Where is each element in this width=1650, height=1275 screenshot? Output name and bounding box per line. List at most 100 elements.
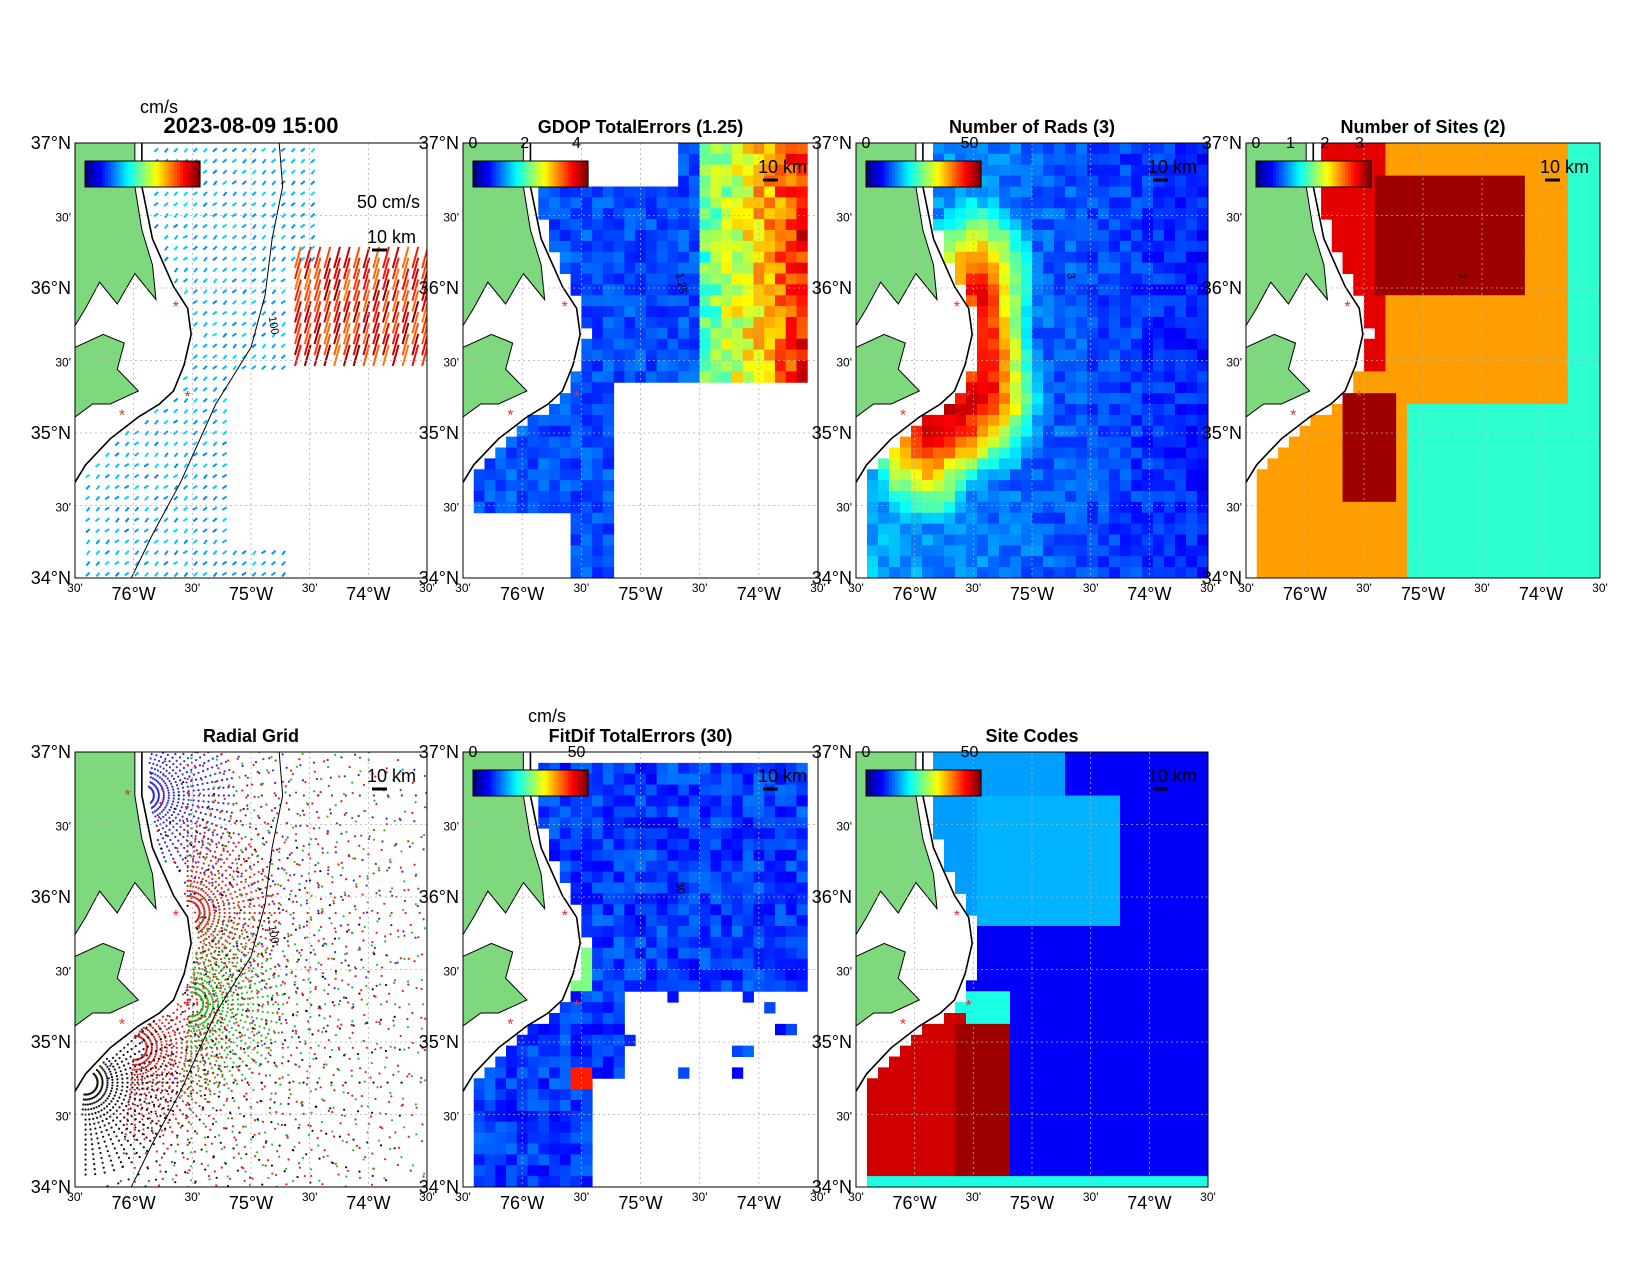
raster-cell bbox=[911, 501, 923, 514]
vector-arrow bbox=[352, 246, 361, 269]
raster-cell bbox=[1065, 143, 1077, 155]
raster-cell bbox=[1449, 512, 1462, 525]
radial-grid-point bbox=[344, 945, 348, 948]
raster-cell bbox=[1065, 512, 1077, 525]
radial-grid-point bbox=[256, 962, 260, 966]
raster-cell bbox=[966, 251, 978, 264]
raster-cell bbox=[1175, 208, 1187, 220]
raster-cell bbox=[1142, 295, 1154, 307]
raster-cell bbox=[1460, 349, 1472, 361]
radial-grid-point bbox=[285, 801, 288, 805]
vector-arrow bbox=[192, 245, 198, 251]
raster-cell bbox=[1021, 251, 1033, 264]
raster-cell bbox=[1131, 251, 1143, 264]
vector-arrow bbox=[202, 278, 208, 284]
raster-cell bbox=[559, 436, 572, 448]
raster-cell bbox=[1589, 349, 1600, 361]
vector-arrow bbox=[342, 300, 351, 323]
raster-cell bbox=[785, 230, 797, 242]
raster-cell bbox=[1589, 534, 1600, 546]
vector-arrow bbox=[231, 212, 237, 218]
radial-grid-point bbox=[172, 800, 175, 803]
raster-cell bbox=[1065, 153, 1077, 166]
radial-grid-point bbox=[238, 935, 241, 938]
raster-cell bbox=[1589, 251, 1600, 264]
raster-cell bbox=[1098, 306, 1110, 318]
raster-cell bbox=[1065, 447, 1077, 459]
radial-grid-point bbox=[176, 787, 180, 790]
radial-grid-point bbox=[258, 919, 261, 922]
raster-cell bbox=[988, 567, 1000, 578]
lat-tick-label: 37°N bbox=[1202, 133, 1242, 153]
vector-arrow bbox=[352, 300, 361, 323]
raster-cell bbox=[1557, 567, 1569, 578]
colorbar-swatch bbox=[162, 161, 167, 187]
raster-cell bbox=[1471, 404, 1483, 416]
raster-cell bbox=[1353, 501, 1365, 514]
vector-arrow bbox=[290, 147, 296, 153]
raster-cell bbox=[1589, 164, 1600, 177]
raster-cell bbox=[1524, 251, 1537, 264]
radial-grid-point bbox=[185, 817, 189, 821]
radial-grid-point bbox=[158, 843, 161, 846]
raster-cell bbox=[796, 164, 808, 177]
radial-grid-point bbox=[168, 780, 171, 783]
radial-grid-point bbox=[302, 925, 305, 928]
radial-grid-point bbox=[261, 891, 264, 895]
raster-cell bbox=[742, 143, 754, 155]
raster-cell bbox=[1567, 349, 1580, 361]
raster-cell bbox=[911, 534, 923, 546]
colorbar-swatch bbox=[1258, 161, 1263, 187]
raster-cell bbox=[1471, 219, 1483, 231]
raster-cell bbox=[613, 306, 625, 318]
raster-cell bbox=[1567, 501, 1580, 514]
radial-grid-point bbox=[375, 984, 378, 987]
raster-cell bbox=[1021, 164, 1033, 177]
raster-cell bbox=[1557, 512, 1569, 525]
radial-grid-point bbox=[347, 928, 350, 931]
raster-cell bbox=[602, 393, 615, 405]
raster-cell bbox=[1460, 143, 1472, 155]
raster-cell bbox=[1267, 545, 1279, 557]
radar-site-marker: * bbox=[119, 408, 125, 425]
raster-cell bbox=[1589, 317, 1600, 329]
raster-cell bbox=[1482, 208, 1494, 220]
raster-cell bbox=[688, 349, 701, 361]
raster-cell bbox=[1396, 262, 1408, 274]
vector-arrow bbox=[163, 473, 169, 479]
raster-cell bbox=[1449, 360, 1462, 372]
raster-cell bbox=[988, 284, 1000, 296]
raster-cell bbox=[592, 186, 604, 198]
radial-grid-point bbox=[174, 816, 177, 819]
raster-cell bbox=[1175, 382, 1187, 394]
radial-grid-point bbox=[186, 894, 189, 898]
raster-cell bbox=[1471, 371, 1483, 383]
raster-cell bbox=[1567, 414, 1580, 427]
raster-cell bbox=[1098, 501, 1110, 514]
raster-cell bbox=[1567, 436, 1580, 448]
radial-grid-point bbox=[155, 779, 158, 782]
raster-cell bbox=[785, 240, 797, 253]
raster-cell bbox=[581, 208, 593, 220]
vector-arrow bbox=[114, 463, 120, 469]
raster-cell bbox=[1010, 404, 1022, 416]
raster-cell bbox=[656, 251, 668, 264]
raster-cell bbox=[911, 523, 923, 535]
raster-cell bbox=[1186, 523, 1198, 535]
raster-cell bbox=[1142, 240, 1154, 253]
raster-cell bbox=[1428, 425, 1440, 438]
raster-cell bbox=[900, 545, 912, 557]
raster-cell bbox=[1098, 360, 1110, 372]
lon-tick-label: 30' bbox=[185, 581, 201, 595]
vector-arrow bbox=[124, 484, 130, 490]
radial-grid-point bbox=[252, 763, 255, 767]
raster-cell bbox=[1417, 230, 1429, 242]
radial-grid-point bbox=[163, 841, 167, 844]
radial-grid-point bbox=[178, 769, 182, 772]
raster-cell bbox=[1043, 545, 1055, 557]
radial-grid-point bbox=[202, 906, 205, 909]
vector-arrow bbox=[95, 550, 101, 556]
raster-cell bbox=[1557, 240, 1569, 253]
raster-cell bbox=[581, 534, 593, 546]
raster-cell bbox=[1032, 230, 1044, 242]
